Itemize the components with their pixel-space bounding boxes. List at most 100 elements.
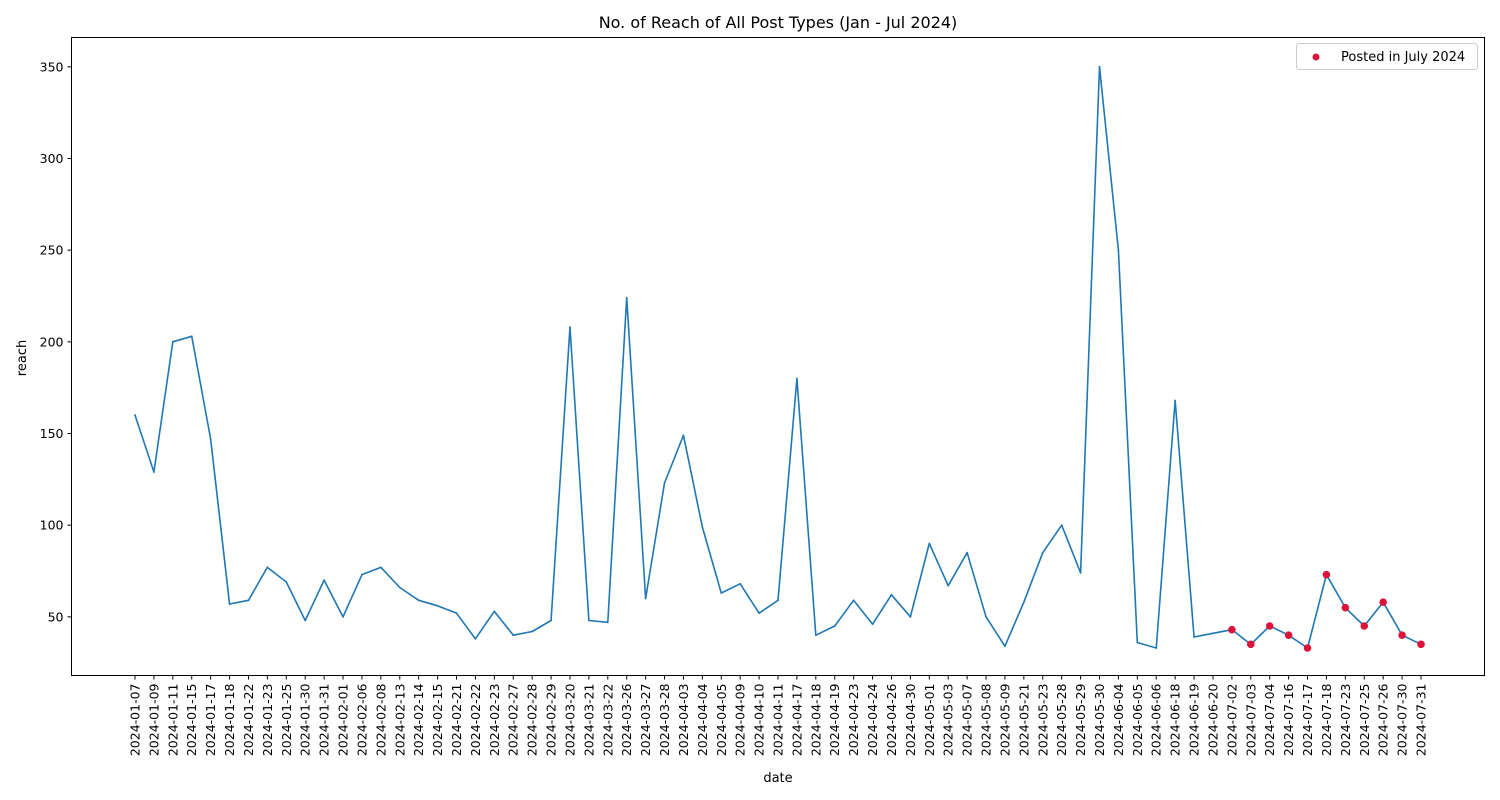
july-post-marker <box>1322 570 1331 579</box>
x-tick-label: 2024-04-11 <box>771 684 786 757</box>
legend-marker <box>1312 53 1320 61</box>
july-post-marker <box>1379 598 1387 606</box>
legend: Posted in July 2024 <box>1296 43 1478 70</box>
reach-point <box>720 592 723 594</box>
y-tick-label: 50 <box>48 609 64 624</box>
x-tick-label: 2024-02-15 <box>430 684 445 757</box>
x-tick-label: 2024-02-23 <box>487 684 502 757</box>
reach-point <box>1079 571 1082 574</box>
reach-point <box>285 581 288 583</box>
series-layer <box>134 65 1422 649</box>
reach-point <box>209 438 212 440</box>
reach-point <box>569 326 571 329</box>
x-tick-label: 2024-01-25 <box>279 684 294 757</box>
x-tick-label: 2024-01-18 <box>222 683 237 756</box>
x-tick-label: 2024-01-23 <box>260 684 275 757</box>
reach-point <box>947 584 950 587</box>
reach-point <box>966 551 969 554</box>
x-tick-label: 2024-02-14 <box>411 683 426 756</box>
x-tick-label: 2024-04-10 <box>752 683 767 756</box>
x-tick-label: 2024-05-23 <box>1035 684 1050 757</box>
x-tick-label: 2024-07-30 <box>1395 683 1410 756</box>
july-post-marker <box>1284 631 1293 639</box>
x-tick-label: 2024-05-01 <box>922 684 937 757</box>
x-tick-label: 2024-03-20 <box>562 683 577 756</box>
reach-series-line <box>134 66 1422 649</box>
x-tick-label: 2024-05-30 <box>1092 683 1107 756</box>
reach-point <box>171 340 174 343</box>
x-axis-label: date <box>763 771 792 786</box>
reach-point <box>663 482 666 484</box>
x-tick-label: 2024-04-18 <box>808 683 823 756</box>
reach-point <box>550 619 552 622</box>
x-tick-label: 2024-02-27 <box>506 684 521 757</box>
reach-point <box>1004 645 1006 648</box>
reach-point <box>361 573 363 576</box>
reach-point <box>455 612 458 615</box>
y-tick-label: 300 <box>40 151 64 166</box>
x-tick-label: 2024-04-09 <box>733 683 748 756</box>
reach-point <box>190 335 193 338</box>
july-post-marker <box>1228 625 1236 634</box>
x-tick-label: 2024-01-07 <box>128 684 143 757</box>
x-tick-label: 2024-04-19 <box>827 683 842 756</box>
x-tick-label: 2024-05-21 <box>1016 684 1031 757</box>
x-tick-label: 2024-05-09 <box>997 683 1012 756</box>
reach-point <box>436 604 439 607</box>
reach-point <box>531 630 534 633</box>
x-tick-label: 2024-02-08 <box>373 683 388 756</box>
legend-box <box>1296 43 1478 70</box>
reach-point <box>398 586 401 589</box>
x-tick-label: 2024-03-22 <box>600 684 615 757</box>
july-post-marker <box>1341 603 1350 612</box>
reach-point <box>417 599 420 602</box>
x-tick-label: 2024-04-24 <box>865 683 880 756</box>
x-tick-label: 2024-03-27 <box>638 684 653 757</box>
reach-point <box>928 542 931 545</box>
reach-point <box>909 615 912 618</box>
reach-point <box>625 296 628 299</box>
x-tick-label: 2024-01-09 <box>146 683 161 756</box>
x-tick-label: 2024-01-11 <box>165 684 180 757</box>
x-tick-label: 2024-06-06 <box>1149 683 1164 756</box>
x-tick-label: 2024-01-22 <box>241 684 256 757</box>
x-tick-label: 2024-01-17 <box>203 684 218 757</box>
x-tick-label: 2024-07-02 <box>1224 684 1239 757</box>
reach-point <box>323 579 326 582</box>
reach-point <box>852 599 855 602</box>
july-post-marker <box>1417 640 1425 649</box>
x-tick-label: 2024-01-30 <box>298 683 313 756</box>
reach-point <box>833 625 836 627</box>
reach-point <box>644 597 647 600</box>
x-tick-label: 2024-02-21 <box>449 684 464 757</box>
x-tick-label: 2024-05-03 <box>941 683 956 756</box>
y-axis-label: reach <box>15 340 30 376</box>
legend-label: Posted in July 2024 <box>1341 50 1465 65</box>
x-tick-label: 2024-03-28 <box>657 683 672 756</box>
x-tick-label: 2024-03-26 <box>619 683 634 756</box>
reach-point <box>493 610 496 613</box>
reach-point <box>682 434 685 437</box>
reach-point <box>890 593 893 596</box>
reach-point <box>758 612 760 615</box>
july-post-marker <box>1398 631 1406 639</box>
reach-point <box>247 599 250 602</box>
x-tick-label: 2024-02-06 <box>354 683 369 756</box>
x-tick-label: 2024-07-18 <box>1319 683 1334 756</box>
reach-point <box>512 634 515 637</box>
x-tick-label: 2024-06-19 <box>1187 683 1202 756</box>
x-tick-label: 2024-02-22 <box>468 684 483 757</box>
reach-point <box>379 566 382 569</box>
reach-point <box>1136 641 1139 644</box>
chart-title: No. of Reach of All Post Types (Jan - Ju… <box>599 13 958 32</box>
x-tick-label: 2024-06-05 <box>1130 684 1145 757</box>
x-tick-label: 2024-05-29 <box>1073 683 1088 756</box>
y-tick-label: 150 <box>40 426 64 441</box>
x-tick-label: 2024-05-07 <box>960 684 975 757</box>
x-tick-label: 2024-07-31 <box>1414 684 1429 757</box>
x-tick-label: 2024-06-18 <box>1168 683 1183 756</box>
x-tick-label: 2024-07-17 <box>1300 684 1315 757</box>
reach-point <box>1117 249 1120 252</box>
x-tick-label: 2024-01-15 <box>184 684 199 757</box>
